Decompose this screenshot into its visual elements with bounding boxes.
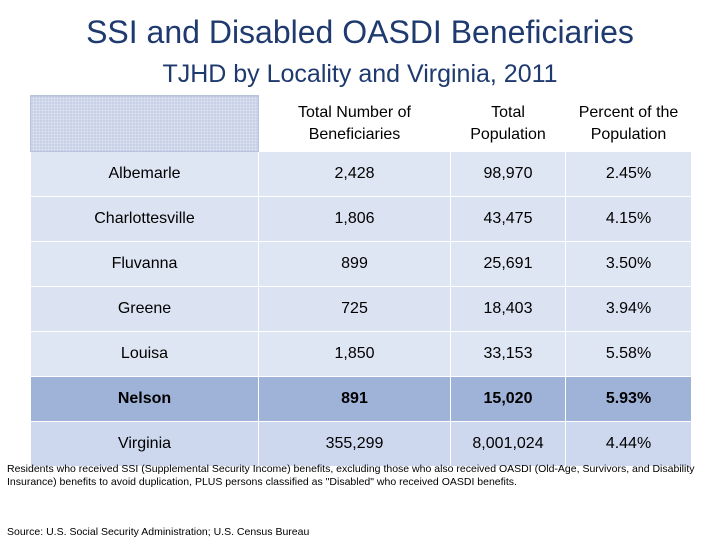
percent-cell: 5.93%	[565, 376, 692, 422]
locality-cell: Fluvanna	[30, 241, 259, 287]
percent-cell: 3.50%	[565, 241, 692, 287]
beneficiaries-cell: 1,806	[258, 196, 451, 242]
table-row: Fluvanna 899 25,691 3.50%	[30, 241, 692, 287]
beneficiaries-cell: 1,850	[258, 331, 451, 377]
population-cell: 98,970	[450, 151, 566, 197]
population-cell: 43,475	[450, 196, 566, 242]
percent-cell: 4.44%	[565, 421, 692, 467]
population-cell: 33,153	[450, 331, 566, 377]
header-total-beneficiaries: Total Number of Beneficiaries	[258, 95, 451, 152]
header-percent-population: Percent of the Population	[565, 95, 692, 152]
percent-cell: 2.45%	[565, 151, 692, 197]
header-corner-cell	[30, 95, 259, 152]
population-cell: 15,020	[450, 376, 566, 422]
table-row-virginia: Virginia 355,299 8,001,024 4.44%	[30, 421, 692, 467]
table-row: Charlottesville 1,806 43,475 4.15%	[30, 196, 692, 242]
population-cell: 25,691	[450, 241, 566, 287]
locality-cell: Virginia	[30, 421, 259, 467]
locality-cell: Louisa	[30, 331, 259, 377]
header-total-population: Total Population	[450, 95, 566, 152]
population-cell: 18,403	[450, 286, 566, 332]
page-subtitle: TJHD by Locality and Virginia, 2011	[162, 60, 558, 88]
beneficiaries-cell: 899	[258, 241, 451, 287]
locality-cell: Charlottesville	[30, 196, 259, 242]
locality-cell: Greene	[30, 286, 259, 332]
percent-cell: 5.58%	[565, 331, 692, 377]
table-row-highlighted: Nelson 891 15,020 5.93%	[30, 376, 692, 422]
locality-cell: Nelson	[30, 376, 259, 422]
table-row: Albemarle 2,428 98,970 2.45%	[30, 151, 692, 197]
locality-cell: Albemarle	[30, 151, 259, 197]
beneficiaries-cell: 355,299	[258, 421, 451, 467]
population-cell: 8,001,024	[450, 421, 566, 467]
beneficiaries-table: Total Number of Beneficiaries Total Popu…	[30, 95, 692, 467]
source-text: Source: U.S. Social Security Administrat…	[7, 526, 310, 538]
page-title: SSI and Disabled OASDI Beneficiaries	[86, 14, 634, 50]
table-header-row: Total Number of Beneficiaries Total Popu…	[30, 95, 692, 152]
percent-cell: 4.15%	[565, 196, 692, 242]
percent-cell: 3.94%	[565, 286, 692, 332]
beneficiaries-cell: 725	[258, 286, 451, 332]
table-row: Greene 725 18,403 3.94%	[30, 286, 692, 332]
beneficiaries-cell: 891	[258, 376, 451, 422]
footnote-text: Residents who received SSI (Supplemental…	[7, 463, 695, 488]
table-row: Louisa 1,850 33,153 5.58%	[30, 331, 692, 377]
beneficiaries-cell: 2,428	[258, 151, 451, 197]
